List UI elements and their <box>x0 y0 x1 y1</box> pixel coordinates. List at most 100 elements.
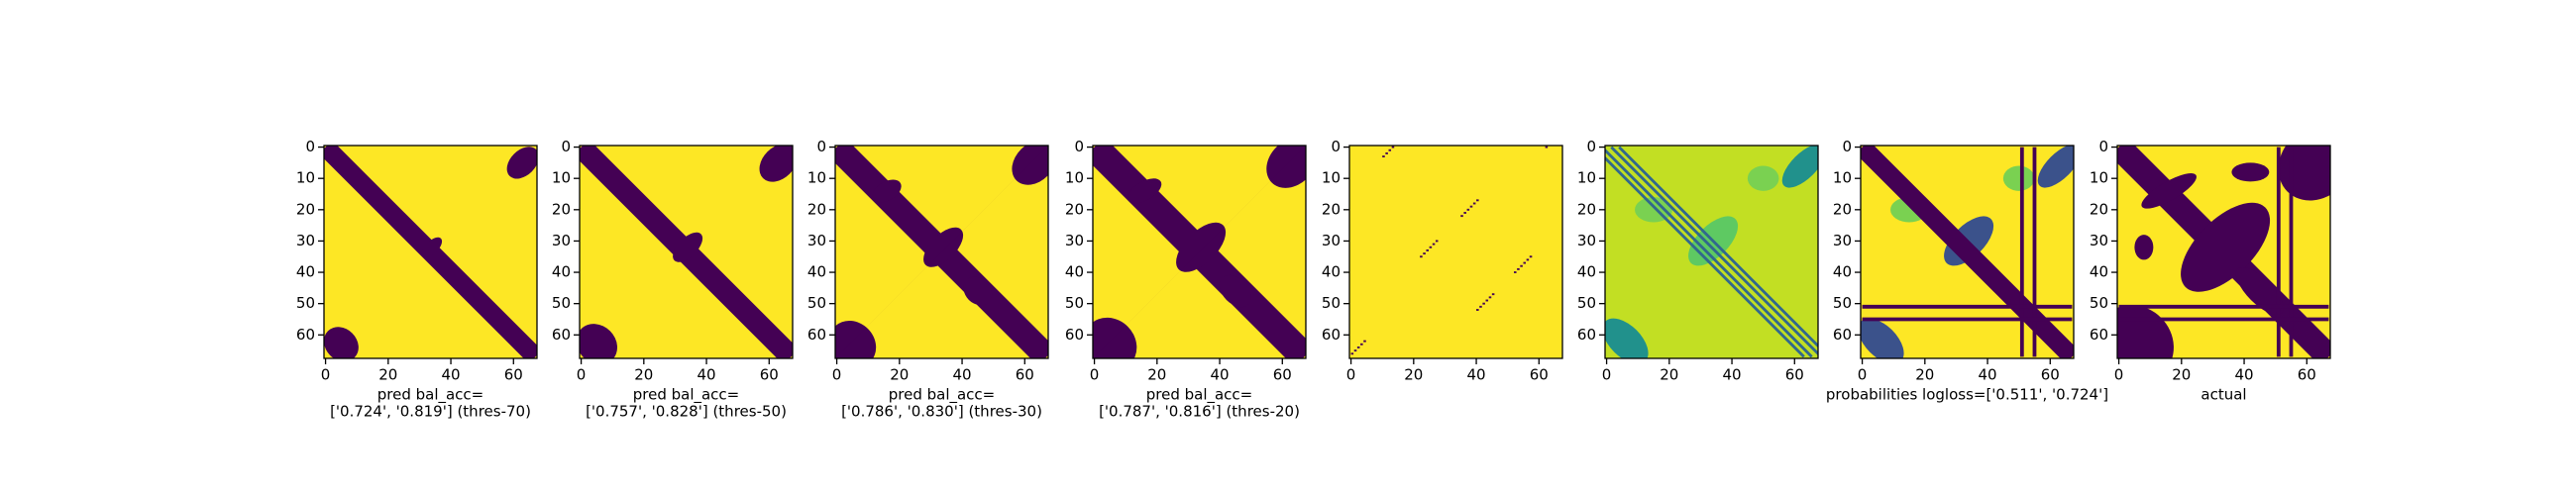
y-tick-label: 40 <box>807 263 826 281</box>
y-tick-label: 0 <box>1331 138 1341 155</box>
panel-caption: ['0.724', '0.819'] (thres-70) <box>330 403 531 421</box>
y-tick-label: 30 <box>296 232 315 249</box>
y-tick-label: 50 <box>1065 294 1084 312</box>
heatmap-pattern <box>1093 317 1137 358</box>
x-tick-label: 20 <box>378 366 397 384</box>
heatmap-pattern <box>2278 146 2330 201</box>
y-tick-label: 50 <box>2090 294 2108 312</box>
y-tick-label: 40 <box>296 263 315 281</box>
heatmap-pattern <box>759 146 793 182</box>
x-tick-label: 60 <box>760 366 779 384</box>
x-tick-label: 20 <box>1404 366 1423 384</box>
heatmap-pattern <box>1605 318 1649 358</box>
y-tick-label: 30 <box>1322 232 1341 249</box>
heatmap-pattern <box>2141 173 2197 209</box>
y-tick-label: 0 <box>1586 138 1596 155</box>
heatmap-pattern <box>872 179 902 203</box>
y-tick-label: 50 <box>296 294 315 312</box>
x-tick-label: 60 <box>1273 366 1292 384</box>
x-tick-label: 20 <box>2172 366 2191 384</box>
axes-frame <box>1604 145 1819 359</box>
panel-caption: actual <box>2200 386 2246 404</box>
heatmap-pattern <box>1605 155 1805 358</box>
heatmap-pattern <box>835 321 877 358</box>
y-tick-label: 50 <box>1833 294 1852 312</box>
axes-frame <box>579 145 794 359</box>
y-tick-label: 50 <box>1322 294 1341 312</box>
heatmap-pattern <box>2037 146 2074 188</box>
y-tick-label: 60 <box>552 326 571 344</box>
x-tick-label: 60 <box>2041 366 2060 384</box>
heatmap <box>580 146 793 358</box>
y-tick-label: 20 <box>1833 200 1852 218</box>
heatmap-pattern <box>963 276 993 306</box>
y-tick-label: 30 <box>807 232 826 249</box>
x-tick-label: 40 <box>1467 366 1486 384</box>
x-tick-label: 40 <box>1211 366 1230 384</box>
x-tick-label: 0 <box>2114 366 2124 384</box>
y-tick-label: 20 <box>1577 200 1596 218</box>
panel-caption: pred bal_acc= <box>1146 386 1253 405</box>
y-tick-label: 10 <box>1322 169 1341 187</box>
x-tick-label: 20 <box>1147 366 1166 384</box>
y-tick-label: 30 <box>1833 232 1852 249</box>
y-tick-label: 60 <box>2090 326 2108 344</box>
y-tick-label: 0 <box>561 138 571 155</box>
axes-frame <box>323 145 538 359</box>
heatmap-pattern <box>2235 266 2284 316</box>
y-tick-label: 50 <box>552 294 571 312</box>
heatmap-pattern <box>673 232 703 262</box>
axes-frame <box>834 145 1049 359</box>
y-tick-label: 20 <box>552 200 571 218</box>
x-tick-label: 40 <box>442 366 461 384</box>
x-tick-label: 0 <box>832 366 842 384</box>
heatmap-pattern <box>1127 178 1162 204</box>
x-tick-label: 60 <box>1785 366 1804 384</box>
heatmap-background <box>1349 146 1562 358</box>
x-tick-label: 60 <box>1016 366 1034 384</box>
y-tick-label: 30 <box>552 232 571 249</box>
heatmap <box>324 146 537 358</box>
x-tick-label: 60 <box>1530 366 1549 384</box>
heatmap <box>1093 146 1306 358</box>
heatmap-pattern <box>422 237 443 257</box>
x-tick-label: 0 <box>321 366 331 384</box>
panel-caption: pred bal_acc= <box>633 386 740 405</box>
y-tick-label: 10 <box>1577 169 1596 187</box>
x-tick-label: 60 <box>504 366 523 384</box>
heatmap <box>1349 146 1562 358</box>
y-tick-label: 10 <box>296 169 315 187</box>
y-tick-label: 40 <box>1322 263 1341 281</box>
heatmap-pattern <box>2134 235 2154 260</box>
y-tick-label: 10 <box>1065 169 1084 187</box>
y-tick-label: 60 <box>1833 326 1852 344</box>
panel-caption: pred bal_acc= <box>889 386 996 405</box>
heatmap <box>2117 146 2330 358</box>
panel-caption: ['0.787', '0.816'] (thres-20) <box>1099 403 1300 421</box>
panel-caption: pred bal_acc= <box>377 386 484 405</box>
y-tick-label: 20 <box>807 200 826 218</box>
heatmap-pattern <box>1266 146 1306 188</box>
y-tick-label: 30 <box>1065 232 1084 249</box>
y-tick-label: 0 <box>816 138 826 155</box>
heatmap-pattern <box>1747 165 1779 191</box>
heatmap-pattern <box>1861 318 1904 358</box>
y-tick-label: 20 <box>1322 200 1341 218</box>
y-tick-label: 40 <box>552 263 571 281</box>
x-tick-label: 40 <box>2235 366 2254 384</box>
x-tick-label: 60 <box>2298 366 2316 384</box>
x-tick-label: 0 <box>1858 366 1868 384</box>
y-tick-label: 10 <box>807 169 826 187</box>
y-tick-label: 40 <box>1577 263 1596 281</box>
heatmap-pattern <box>580 324 618 358</box>
y-tick-label: 40 <box>1065 263 1084 281</box>
heatmap-pattern <box>1094 147 1305 357</box>
panel-caption: ['0.757', '0.828'] (thres-50) <box>586 403 787 421</box>
heatmap-pattern <box>1610 146 1818 356</box>
x-tick-label: 20 <box>1660 366 1678 384</box>
y-tick-label: 30 <box>2090 232 2108 249</box>
x-tick-label: 20 <box>634 366 653 384</box>
y-tick-label: 60 <box>1322 326 1341 344</box>
x-tick-label: 0 <box>1602 366 1612 384</box>
heatmap <box>835 146 1048 358</box>
